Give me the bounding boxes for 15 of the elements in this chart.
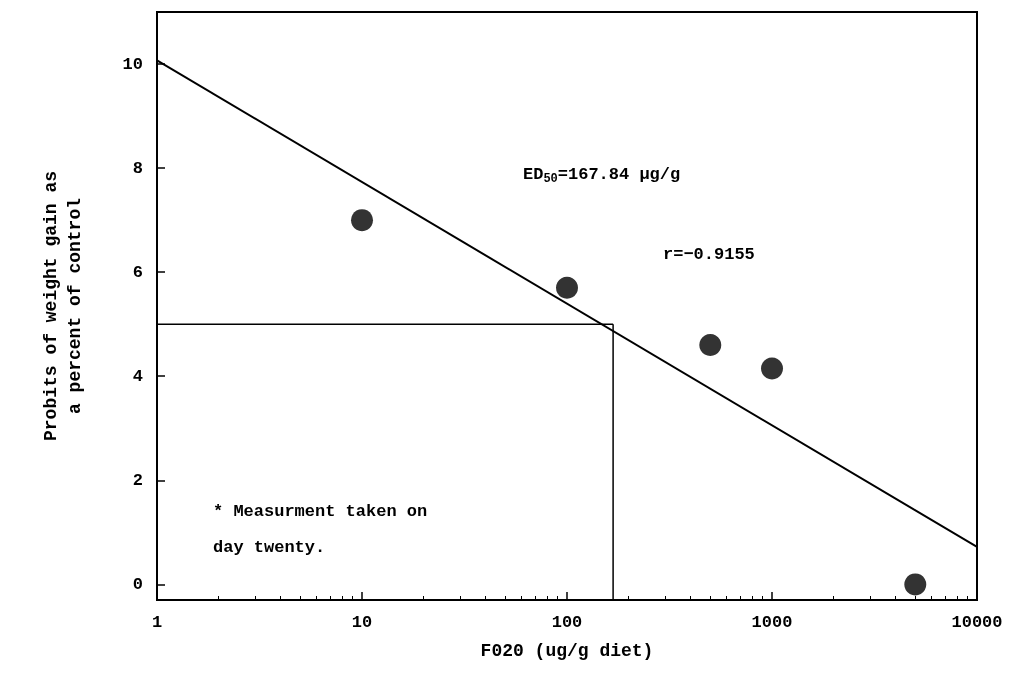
x-tick-label: 100 xyxy=(551,613,583,632)
annotation: r=−0.9155 xyxy=(663,244,755,264)
y-tick-label: 4 xyxy=(132,366,143,386)
y-tick-label: 8 xyxy=(132,158,143,178)
y-tick-label: 6 xyxy=(132,262,143,282)
y-tick-label: 10 xyxy=(122,54,143,74)
y-tick-label: 0 xyxy=(132,574,143,594)
x-tick-label: 10000 xyxy=(951,613,1003,632)
annotation: * Measurment taken on day twenty. xyxy=(213,501,438,557)
x-tick-label: 1000 xyxy=(751,613,793,632)
x-tick-label: 10 xyxy=(351,613,373,632)
y-axis-title: Probits of weight gain as a percent of control xyxy=(41,170,85,442)
y-tick-label: 2 xyxy=(132,470,143,490)
x-tick-label: 1 xyxy=(151,613,163,632)
x-axis-title: F020 (ug/g diet) xyxy=(480,641,654,661)
